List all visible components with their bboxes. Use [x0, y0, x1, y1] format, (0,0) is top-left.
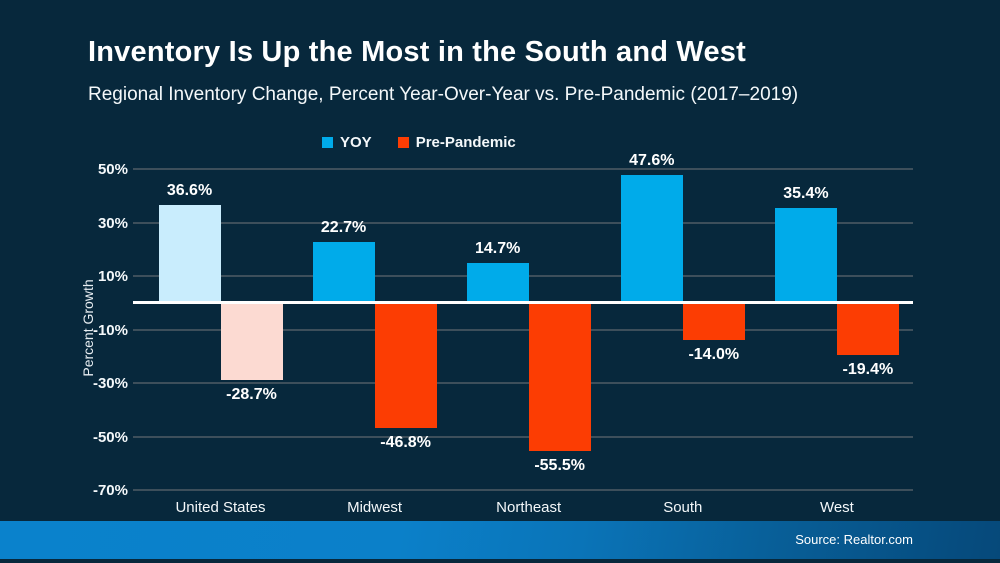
- legend-swatch-yoy: [322, 137, 333, 148]
- y-tick-label: -70%: [92, 482, 128, 499]
- grid-line: [133, 221, 913, 224]
- y-tick-label: 50%: [97, 161, 128, 178]
- chart-subtitle: Regional Inventory Change, Percent Year-…: [88, 84, 799, 105]
- y-tick-label: -50%: [92, 428, 128, 446]
- bar-pre-pandemic-united-states: [220, 302, 283, 380]
- value-label-pre-pandemic-northeast: -55.5%: [534, 457, 586, 475]
- legend-item-yoy: YOY: [322, 134, 372, 151]
- bar-pre-pandemic-northeast: [528, 302, 591, 452]
- source-label: Source: Realtor.com: [795, 532, 913, 547]
- value-label-yoy-united-states: 36.6%: [166, 181, 213, 199]
- bar-yoy-midwest: [312, 242, 375, 303]
- value-label-pre-pandemic-united-states: -28.7%: [226, 385, 277, 403]
- bar-yoy-united-states: [158, 204, 221, 303]
- y-tick-label: 30%: [97, 214, 128, 232]
- grid-line: [133, 168, 913, 170]
- grid-line: [133, 489, 913, 491]
- y-tick-label: -10%: [92, 321, 128, 339]
- legend-label-yoy: YOY: [340, 134, 372, 151]
- bar-pre-pandemic-midwest: [374, 302, 437, 428]
- x-category-label-south: South: [663, 499, 703, 516]
- y-tick-label: 10%: [97, 268, 128, 285]
- grid-line: [133, 382, 913, 384]
- legend-swatch-pre-pandemic: [397, 137, 409, 148]
- bar-yoy-west: [774, 208, 837, 303]
- footer-bar: Source: Realtor.com: [0, 521, 1000, 559]
- grid-line: [133, 328, 913, 331]
- value-label-pre-pandemic-midwest: -46.8%: [380, 433, 431, 451]
- x-category-label-northeast: Northeast: [496, 499, 562, 516]
- value-label-yoy-midwest: 22.7%: [320, 219, 367, 237]
- y-tick-label: -30%: [92, 375, 128, 392]
- x-category-label-west: West: [819, 499, 854, 516]
- x-category-label-midwest: Midwest: [347, 499, 403, 516]
- chart-title: Inventory Is Up the Most in the South an…: [88, 36, 746, 68]
- value-label-pre-pandemic-west: -19.4%: [842, 360, 894, 378]
- bar-pre-pandemic-west: [836, 302, 899, 355]
- legend-item-pre-pandemic: Pre-Pandemic: [397, 134, 516, 151]
- value-label-yoy-northeast: 14.7%: [475, 240, 521, 258]
- grid-line: [133, 435, 913, 438]
- legend: YOY Pre-Pandemic: [322, 134, 516, 151]
- bar-yoy-south: [620, 175, 683, 303]
- legend-label-pre-pandemic: Pre-Pandemic: [415, 134, 516, 151]
- value-label-yoy-south: 47.6%: [629, 152, 675, 170]
- zero-axis-line: [133, 301, 913, 305]
- value-label-pre-pandemic-south: -14.0%: [688, 346, 740, 364]
- x-category-label-united-states: United States: [175, 499, 266, 516]
- bar-yoy-northeast: [466, 263, 529, 303]
- value-label-yoy-west: 35.4%: [783, 185, 829, 203]
- bar-pre-pandemic-south: [682, 302, 745, 341]
